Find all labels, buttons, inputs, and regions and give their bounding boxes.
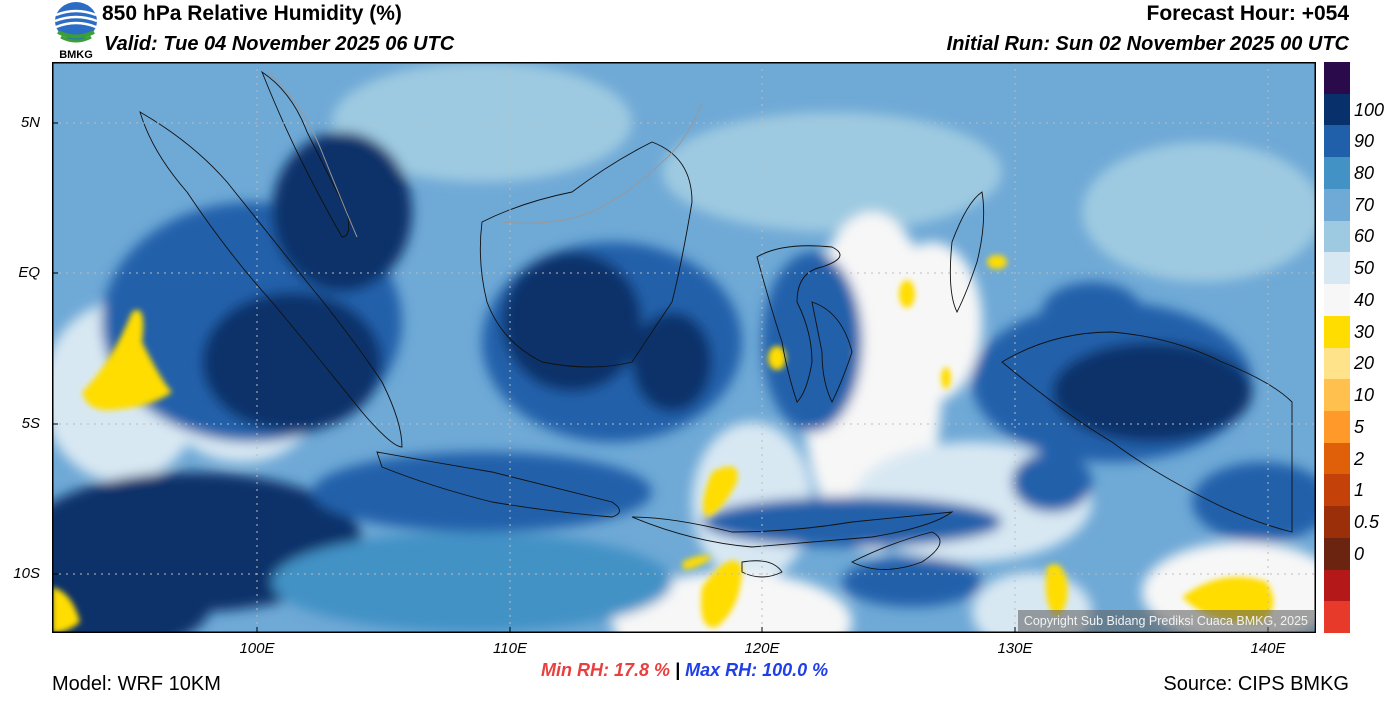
colorbar-swatch xyxy=(1324,62,1350,95)
humidity-map xyxy=(52,62,1316,633)
stats-separator: | xyxy=(670,660,686,680)
colorbar-swatch xyxy=(1324,442,1350,475)
colorbar-label: 60 xyxy=(1354,226,1375,247)
source-label: Source: CIPS BMKG xyxy=(1163,673,1349,695)
colorbar-swatch xyxy=(1324,601,1350,634)
lon-label-110e: 110E xyxy=(493,640,527,657)
lat-label-10s: 10S xyxy=(13,565,40,582)
lat-label-eq: EQ xyxy=(18,264,40,281)
max-rh: Max RH: 100.0 % xyxy=(685,660,829,680)
colorbar-label: 20 xyxy=(1354,353,1375,374)
colorbar-swatch xyxy=(1324,125,1350,158)
min-rh: Min RH: 17.8 % xyxy=(541,660,671,680)
colorbar-swatch xyxy=(1324,252,1350,285)
national-borders xyxy=(266,71,703,238)
colorbar-swatch xyxy=(1324,284,1350,317)
map-frame xyxy=(52,62,1316,633)
lon-label-120e: 120E xyxy=(744,640,780,657)
initial-run: Initial Run: Sun 02 November 2025 00 UTC xyxy=(946,33,1349,55)
model-label: Model: WRF 10KM xyxy=(52,673,221,695)
coastlines xyxy=(139,70,1293,578)
valid-time: Valid: Tue 04 November 2025 06 UTC xyxy=(104,33,455,55)
colorbar-label: 0.5 xyxy=(1354,511,1380,532)
colorbar-swatch xyxy=(1324,474,1350,507)
colorbar-swatch xyxy=(1324,347,1350,380)
colorbar-swatch xyxy=(1324,506,1350,539)
forecast-hour: Forecast Hour: +054 xyxy=(1146,2,1350,25)
bmkg-logo: BMKG xyxy=(54,2,98,61)
colorbar-swatch xyxy=(1324,379,1350,412)
colorbar-label: 1 xyxy=(1354,480,1365,501)
colorbar-swatch xyxy=(1324,537,1350,571)
map-title: 850 hPa Relative Humidity (%) xyxy=(102,2,402,25)
colorbar-swatch xyxy=(1324,93,1350,126)
logo-text: BMKG xyxy=(59,49,93,61)
colorbar-label: 0 xyxy=(1354,543,1365,564)
colorbar-label: 50 xyxy=(1354,258,1375,279)
humidity-field xyxy=(52,62,1316,633)
colorbar-swatch xyxy=(1324,410,1350,444)
rh-stats: Min RH: 17.8 % | Max RH: 100.0 % xyxy=(541,660,828,681)
colorbar xyxy=(1324,62,1350,634)
colorbar-label: 80 xyxy=(1354,163,1375,184)
lon-label-100e: 100E xyxy=(239,640,275,657)
colorbar-swatch xyxy=(1324,569,1350,602)
colorbar-label: 40 xyxy=(1354,289,1375,310)
colorbar-label: 70 xyxy=(1354,194,1375,215)
colorbar-swatch xyxy=(1324,220,1350,253)
colorbar-label: 100 xyxy=(1354,99,1385,120)
graticule xyxy=(52,62,1316,633)
colorbar-label: 5 xyxy=(1354,416,1365,437)
colorbar-swatch xyxy=(1324,188,1350,222)
colorbar-label: 90 xyxy=(1354,131,1375,152)
copyright-notice: Copyright Sub Bidang Prediksi Cuaca BMKG… xyxy=(1017,610,1314,632)
colorbar-label: 2 xyxy=(1354,448,1365,469)
colorbar-label: 10 xyxy=(1354,385,1375,406)
colorbar-swatch xyxy=(1324,157,1350,190)
lon-label-130e: 130E xyxy=(997,640,1033,657)
lat-label-5s: 5S xyxy=(21,415,40,432)
colorbar-label: 30 xyxy=(1354,321,1375,342)
lat-label-5n: 5N xyxy=(20,114,40,131)
colorbar-swatch xyxy=(1324,315,1350,348)
lon-label-140e: 140E xyxy=(1250,640,1286,657)
